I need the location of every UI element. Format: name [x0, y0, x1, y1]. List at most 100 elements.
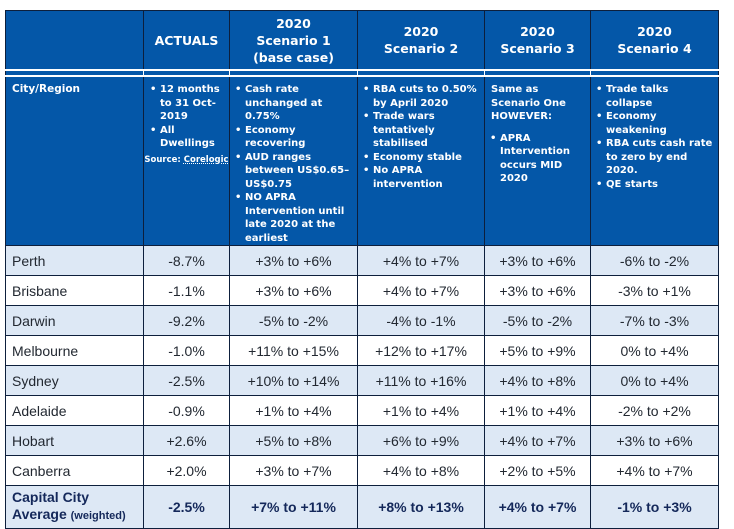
source-name: Corelogic — [183, 154, 229, 165]
bullet-item: Trade wars tentatively stabilised — [363, 110, 482, 151]
actual-cell: +2.0% — [143, 455, 230, 486]
scenario-2-cell: +4% to +8% — [357, 455, 485, 486]
city-cell: Adelaide — [5, 395, 144, 426]
city-region-label-cell: City/Region — [5, 76, 144, 246]
actual-cell: -1.0% — [143, 335, 230, 366]
bullet-item: 12 months to 31 Oct-2019 — [150, 83, 227, 124]
header-separator — [5, 69, 719, 77]
scenario-2-cell: +6% to +9% — [357, 425, 485, 456]
header-scenario-note: (base case) — [253, 49, 334, 65]
assumptions-row: City/Region 12 months to 31 Oct-2019 All… — [5, 76, 719, 246]
scenario-3-cell: +3% to +6% — [484, 275, 591, 306]
scenario-2-cell: +12% to +17% — [357, 335, 485, 366]
bullet-item: Economy recovering — [235, 124, 355, 151]
actuals-assumptions: 12 months to 31 Oct-2019 All Dwellings S… — [143, 76, 230, 246]
header-year: 2020 — [637, 24, 672, 39]
bullet-item: Economy weakening — [596, 110, 716, 137]
bullet-item: RBA cuts cash rate to zero by end 2020. — [596, 137, 716, 178]
scenario-3-cell: +5% to +9% — [484, 335, 591, 366]
scenario-1-cell: +11% to +15% — [229, 335, 358, 366]
actual-cell: -9.2% — [143, 305, 230, 336]
scenario-4-cell: -7% to -3% — [590, 305, 719, 336]
scenario-1-cell: +1% to +4% — [229, 395, 358, 426]
header-year: 2020 — [520, 24, 555, 39]
scenario-3-cell: +2% to +5% — [484, 455, 591, 486]
table-row: Canberra +2.0% +3% to +7% +4% to +8% +2%… — [5, 455, 719, 486]
table-row: Hobart +2.6% +5% to +8% +6% to +9% +4% t… — [5, 425, 719, 456]
scenario-2-cell: +1% to +4% — [357, 395, 485, 426]
header-year: 2020 — [403, 24, 439, 39]
actual-cell: -1.1% — [143, 275, 230, 306]
scenario-2-assumptions: RBA cuts to 0.50% by April 2020 Trade wa… — [357, 76, 485, 246]
bullet-item: NO APRA Intervention until late 2020 at … — [235, 191, 355, 245]
scenario-3-intro: Same as Scenario One HOWEVER: — [491, 84, 566, 122]
table-row: Adelaide -0.9% +1% to +4% +1% to +4% +1%… — [5, 395, 719, 426]
city-cell: Sydney — [5, 365, 144, 396]
scenario-3-cell: +4% to +8% — [484, 365, 591, 396]
scenario-4-cell: 0% to +4% — [590, 365, 719, 396]
actual-cell: -0.9% — [143, 395, 230, 426]
city-cell: Darwin — [5, 305, 144, 336]
table-row: Brisbane -1.1% +3% to +6% +4% to +7% +3%… — [5, 275, 719, 306]
separator-cell — [590, 69, 719, 77]
scenario-1-cell: +10% to +14% — [229, 365, 358, 396]
scenario-1-cell: +3% to +6% — [229, 275, 358, 306]
header-scenario-2: 2020 Scenario 2 — [357, 10, 485, 70]
city-region-label: City/Region — [12, 83, 81, 95]
scenario-1-assumptions: Cash rate unchanged at 0.75% Economy rec… — [229, 76, 358, 246]
table-row: Darwin -9.2% -5% to -2% -4% to -1% -5% t… — [5, 305, 719, 336]
scenario-2-bullet-list: RBA cuts to 0.50% by April 2020 Trade wa… — [358, 83, 484, 191]
header-actuals-label: ACTUALS — [154, 32, 219, 48]
header-scenario-name: Scenario 4 — [617, 41, 692, 56]
city-cell: Hobart — [5, 425, 144, 456]
table-row: Perth -8.7% +3% to +6% +4% to +7% +3% to… — [5, 245, 719, 276]
scenario-4-cell: +3% to +6% — [590, 425, 719, 456]
header-actuals: ACTUALS — [143, 10, 230, 70]
source-prefix: Source: — [144, 154, 184, 165]
header-scenario-4: 2020 Scenario 4 — [590, 10, 719, 70]
header-scenario-1: 2020 Scenario 1 (base case) — [229, 10, 358, 70]
header-scenario-name: Scenario 3 — [500, 41, 575, 56]
actual-cell: -8.7% — [143, 245, 230, 276]
scenario-3-cell: +3% to +6% — [484, 245, 591, 276]
city-cell: Melbourne — [5, 335, 144, 366]
bullet-item: APRA Intervention occurs MID 2020 — [490, 132, 588, 186]
total-label-weighted: (weighted) — [70, 510, 126, 522]
table-row: Sydney -2.5% +10% to +14% +11% to +16% +… — [5, 365, 719, 396]
table-row: Melbourne -1.0% +11% to +15% +12% to +17… — [5, 335, 719, 366]
scenario-4-assumptions: Trade talks collapse Economy weakening R… — [590, 76, 719, 246]
bullet-item: Economy stable — [363, 151, 482, 165]
scenario-4-cell: -6% to -2% — [590, 245, 719, 276]
total-label-average: Average — [12, 506, 67, 522]
scenario-2-cell: +4% to +7% — [357, 245, 485, 276]
bullet-item: No APRA intervention — [363, 164, 482, 191]
city-cell: Perth — [5, 245, 144, 276]
scenario-4-bullet-list: Trade talks collapse Economy weakening R… — [591, 83, 718, 191]
bullet-item: Trade talks collapse — [596, 83, 716, 110]
total-label-line2: Average (weighted) — [12, 506, 143, 525]
source-note: Source: Corelogic — [144, 154, 229, 168]
bullet-item: RBA cuts to 0.50% by April 2020 — [363, 83, 482, 110]
bullet-item: AUD ranges between US$0.65–US$0.75 — [235, 151, 355, 192]
header-blank-cell — [5, 10, 144, 70]
scenario-1-cell: +3% to +6% — [229, 245, 358, 276]
header-row: ACTUALS 2020 Scenario 1 (base case) 2020… — [5, 10, 719, 70]
bullet-item: Cash rate unchanged at 0.75% — [235, 83, 355, 124]
actuals-bullet-list: 12 months to 31 Oct-2019 All Dwellings — [144, 83, 229, 151]
scenario-1-cell: +3% to +7% — [229, 455, 358, 486]
housing-forecast-table: ACTUALS 2020 Scenario 1 (base case) 2020… — [5, 10, 719, 529]
header-year: 2020 — [276, 15, 311, 31]
scenario-1-cell: -5% to -2% — [229, 305, 358, 336]
scenario-1-bullet-list: Cash rate unchanged at 0.75% Economy rec… — [230, 83, 357, 245]
header-scenario-name: Scenario 1 — [256, 32, 331, 48]
header-scenario-3: 2020 Scenario 3 — [484, 10, 591, 70]
scenario-4-cell: -3% to +1% — [590, 275, 719, 306]
scenario-3-cell: -5% to -2% — [484, 305, 591, 336]
city-cell: Brisbane — [5, 275, 144, 306]
scenario-2-cell: +11% to +16% — [357, 365, 485, 396]
scenario-3-cell: +4% to +7% — [484, 425, 591, 456]
scenario-4-cell: -2% to +2% — [590, 395, 719, 426]
header-scenario-name: Scenario 2 — [383, 41, 459, 56]
actual-cell: -2.5% — [143, 365, 230, 396]
scenario-1-cell: +5% to +8% — [229, 425, 358, 456]
